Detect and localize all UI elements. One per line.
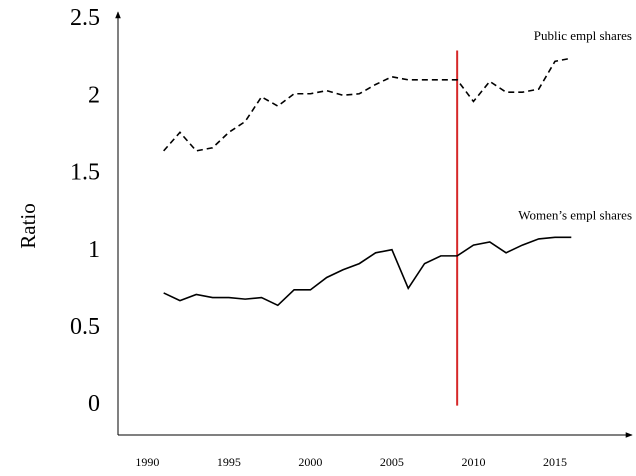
y-tick-label: 0 xyxy=(88,391,100,417)
series-line xyxy=(163,57,572,152)
x-tick-label: 1995 xyxy=(217,455,241,469)
x-tick-label: 2005 xyxy=(380,455,404,469)
y-tick-label: 0.5 xyxy=(70,314,100,340)
x-tick-label: 2000 xyxy=(298,455,322,469)
series-line xyxy=(163,236,572,307)
series-label: Public empl shares xyxy=(534,28,632,43)
y-tick-label: 1 xyxy=(88,237,100,263)
y-axis-label: Ratio xyxy=(16,203,40,249)
x-tick-label: 2010 xyxy=(461,455,485,469)
x-tick-label: 2015 xyxy=(543,455,567,469)
x-tick-label: 1990 xyxy=(135,455,159,469)
y-tick-label: 1.5 xyxy=(70,160,100,186)
y-tick-label: 2.5 xyxy=(70,5,100,31)
series-label: Women’s empl shares xyxy=(518,207,632,222)
y-tick-label: 2 xyxy=(88,82,100,108)
